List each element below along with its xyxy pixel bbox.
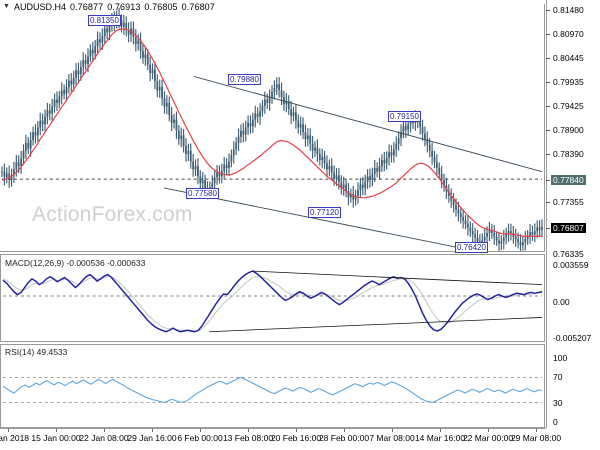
x-axis-tick (440, 429, 441, 432)
symbol-label: AUDUSD.H4 (13, 1, 66, 12)
axis-tick (546, 179, 550, 181)
x-axis-label: 6 Feb 00:00 (177, 433, 223, 443)
price-chart-canvas (1, 7, 543, 251)
symbol-bar: ▼ AUDUSD.H4 0.76877 0.76913 0.76805 0.76… (0, 0, 600, 13)
x-axis-label: 22 Mar 00:00 (462, 433, 514, 443)
x-axis-tick (392, 429, 393, 432)
x-axis-tick (536, 429, 537, 432)
price-axis-label: 0.79425 (553, 100, 584, 111)
price-axis-label: 0.81480 (553, 5, 584, 15)
annotation-support: 0.77580 (186, 188, 219, 199)
x-axis-tick (296, 429, 297, 432)
x-axis-tick (152, 429, 153, 432)
x-axis-label: 29 Jan 16:00 (127, 433, 177, 443)
axis-tick (546, 58, 550, 60)
rsi-axis-label: 0 (553, 417, 558, 427)
axis-tick (546, 33, 550, 35)
x-axis-line (0, 428, 546, 429)
axis-tick (546, 202, 550, 204)
x-axis-tick (104, 429, 105, 432)
x-axis-label: 29 Mar 08:00 (510, 433, 562, 443)
x-axis-tick (488, 429, 489, 432)
x-axis-label: 5 Jan 2018 (0, 433, 30, 443)
price-axis-label: 0.77355 (553, 197, 584, 208)
x-axis-tick (200, 429, 201, 432)
rsi-axis-label: 70 (553, 372, 563, 383)
axis-tick (546, 130, 550, 132)
x-axis-label: 15 Jan 00:00 (31, 433, 81, 443)
annotation-channel-low-1: 0.77120 (308, 207, 341, 218)
macd-title: MACD(12,26,9) -0.000536 -0.000633 (5, 258, 146, 268)
axis-tick (546, 10, 550, 11)
price-chart-panel[interactable] (0, 4, 545, 252)
macd-panel[interactable] (0, 254, 545, 342)
axis-separator (546, 0, 547, 428)
quote-high: 0.76913 (107, 1, 141, 12)
price-axis-label: 0.78390 (553, 149, 584, 160)
axis-tick (546, 82, 550, 84)
macd-axis-label: 0.00 (553, 297, 570, 307)
price-axis[interactable]: 0.81480 0.80970 0.80445 0.79935 0.79425 0.789… (546, 0, 600, 450)
price-axis-label: 0.77840 (551, 174, 586, 185)
price-axis-label: 0.80970 (553, 28, 584, 39)
x-axis-tick (248, 429, 249, 432)
annotation-lower-high-1: 0.79880 (228, 74, 261, 85)
x-axis-tick (56, 429, 57, 432)
rsi-canvas (2, 376, 543, 403)
x-axis-label: 7 Mar 08:00 (369, 433, 415, 443)
price-axis-label: 0.76807 (551, 222, 586, 233)
x-axis-tick (8, 429, 9, 432)
annotation-channel-low-2: 0.76420 (455, 242, 488, 253)
x-axis-label: 14 Mar 16:00 (414, 433, 466, 443)
triangle-down-icon[interactable]: ▼ (3, 3, 10, 10)
x-axis-tick (344, 429, 345, 432)
x-axis-label: 28 Feb 00:00 (318, 433, 370, 443)
macd-axis-label: -0.005207 (553, 333, 592, 343)
axis-tick (546, 227, 550, 229)
axis-tick (546, 154, 550, 156)
rsi-title: RSI(14) 49.4533 (5, 347, 68, 357)
quote-low: 0.76805 (144, 1, 178, 12)
quote-open: 0.76877 (69, 1, 104, 12)
annotation-peak-high: 0.81350 (88, 15, 121, 26)
x-axis-label: 22 Jan 08:00 (79, 433, 129, 443)
price-axis-label-bottom: 0.76335 (553, 249, 584, 259)
rsi-axis-label: 100 (553, 353, 568, 363)
macd-axis-label: 0.003559 (553, 260, 589, 270)
quote-close: 0.76807 (181, 1, 215, 12)
annotation-lower-high-2: 0.79150 (388, 111, 421, 122)
price-axis-label: 0.80445 (553, 53, 584, 64)
axis-tick (546, 105, 550, 107)
x-axis-label: 13 Feb 08:00 (222, 433, 274, 443)
x-axis-label: 20 Feb 16:00 (270, 433, 322, 443)
price-axis-label: 0.79935 (553, 77, 584, 88)
price-axis-label: 0.78900 (553, 125, 584, 136)
macd-canvas (2, 270, 543, 333)
rsi-axis-label: 30 (553, 397, 563, 408)
rsi-panel[interactable] (0, 344, 545, 428)
